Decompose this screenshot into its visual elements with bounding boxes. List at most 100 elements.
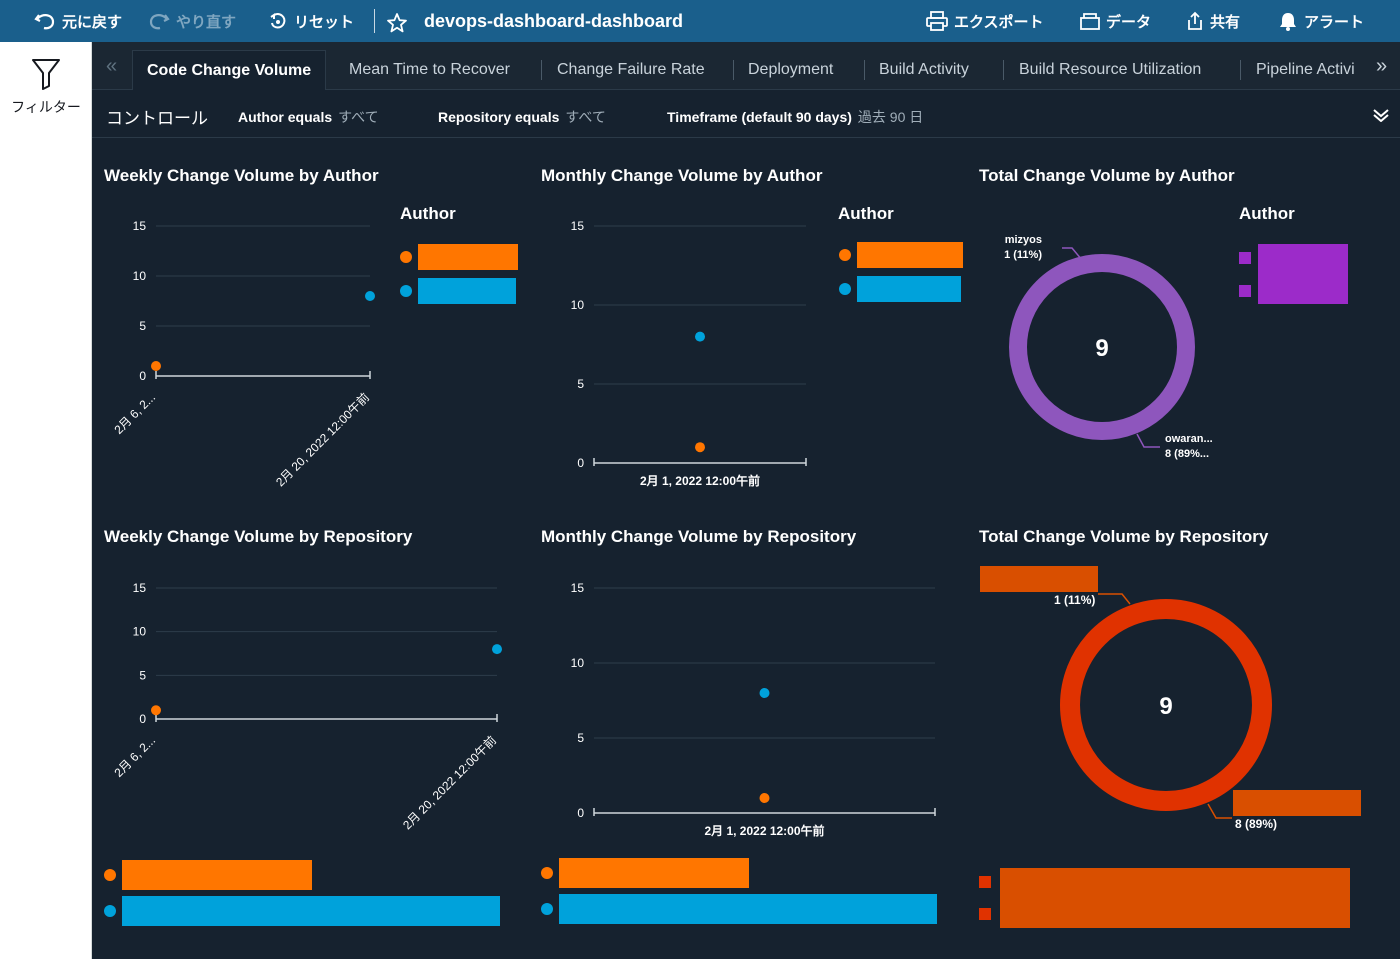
x-tick-label: 2月 6, 2...	[111, 733, 158, 780]
bell-icon	[1280, 13, 1296, 31]
author-filter-control[interactable]: Author equals すべて	[238, 107, 379, 127]
weekly-repo-title: Weekly Change Volume by Repository	[104, 527, 413, 546]
legend-swatch	[857, 276, 961, 302]
author-filter-value: すべて	[338, 109, 379, 125]
y-tick-label: 0	[139, 712, 146, 726]
tab-divider	[864, 60, 865, 80]
legend-marker	[400, 285, 412, 297]
repository-filter-control[interactable]: Repository equals すべて	[438, 107, 606, 127]
legend-label-box	[1233, 790, 1361, 816]
share-button[interactable]: 共有	[1186, 0, 1240, 42]
scroll-strip	[1370, 142, 1400, 938]
legend-marker	[839, 283, 851, 295]
alert-button[interactable]: アラート	[1278, 0, 1364, 42]
sidebar: フィルター	[0, 42, 92, 959]
tab-change-failure-rate[interactable]: Change Failure Rate	[557, 61, 705, 78]
monthly-author-title: Monthly Change Volume by Author	[541, 166, 823, 185]
slice-value-label: 8 (89%...	[1165, 448, 1209, 460]
redo-button[interactable]: やり直す	[148, 0, 236, 42]
legend-swatch	[122, 860, 312, 890]
visuals-grid: Weekly Change Volume by Author Monthly C…	[92, 142, 1370, 938]
dashboard-title: devops-dashboard-dashboard	[424, 11, 684, 31]
charts-canvas: 0 5 10 15 2月 6, 2... 2月 20, 2022 12:00午前 0 5 10 1…	[104, 219, 1361, 928]
y-tick-label: 5	[139, 668, 146, 682]
data-button[interactable]: データ	[1080, 0, 1151, 42]
legend-swatch	[418, 244, 518, 270]
alert-label: アラート	[1304, 13, 1365, 31]
y-tick-label: 10	[571, 298, 585, 312]
legend-swatch	[122, 896, 500, 926]
y-tick-label: 5	[139, 319, 146, 333]
donut-center-label: 9	[1095, 335, 1108, 362]
legend-label-box	[980, 566, 1098, 592]
legend-swatch	[559, 858, 749, 888]
slice-leader-line	[1207, 803, 1232, 819]
tabs-scroll-left-icon[interactable]: «	[106, 55, 118, 77]
undo-button[interactable]: 元に戻す	[34, 0, 122, 42]
controls-collapse-chevron-icon[interactable]	[1372, 108, 1390, 122]
timeframe-filter-label: Timeframe (default 90 days)	[667, 109, 852, 125]
y-tick-label: 10	[133, 269, 147, 283]
reset-button[interactable]: リセット	[268, 0, 354, 42]
slice-label: owaran...	[1165, 433, 1213, 445]
x-tick-label: 2月 1, 2022 12:00午前	[640, 473, 760, 488]
export-label: エクスポート	[954, 13, 1044, 31]
weekly-author-legend-title: Author	[400, 204, 456, 223]
donut-ring	[1060, 599, 1272, 811]
reset-icon	[270, 13, 286, 29]
controls-bar: コントロール Author equals すべて Repository equal…	[92, 90, 1400, 138]
export-button[interactable]: エクスポート	[926, 0, 1044, 42]
y-tick-label: 0	[139, 369, 146, 383]
slice-leader-line	[1136, 433, 1160, 448]
tab-pipeline-activity[interactable]: Pipeline Activi	[1256, 61, 1355, 78]
slice-leader-line	[1062, 247, 1083, 261]
monthly-author-legend-title: Author	[838, 204, 894, 223]
monthly-repo-title: Monthly Change Volume by Repository	[541, 527, 857, 546]
data-point	[759, 793, 770, 803]
tab-build-activity[interactable]: Build Activity	[879, 61, 969, 78]
y-tick-label: 5	[577, 377, 584, 391]
tab-deployment[interactable]: Deployment	[748, 61, 834, 78]
tab-code-change-volume[interactable]: Code Change Volume	[132, 50, 327, 90]
redo-icon	[149, 14, 170, 30]
favorite-star-icon[interactable]	[386, 12, 408, 34]
legend-swatch	[418, 278, 516, 304]
slice-leader-line	[1098, 593, 1131, 605]
total-repo-title: Total Change Volume by Repository	[979, 527, 1269, 546]
timeframe-filter-control[interactable]: Timeframe (default 90 days) 過去 90 日	[667, 107, 923, 127]
legend-swatch	[559, 894, 937, 924]
print-icon	[926, 11, 948, 31]
y-tick-label: 15	[571, 581, 585, 595]
donut-ring	[1009, 254, 1195, 440]
x-tick-label: 2月 6, 2...	[111, 390, 158, 437]
tab-mean-time-to-recover[interactable]: Mean Time to Recover	[349, 61, 510, 78]
undo-icon	[34, 14, 55, 30]
tab-divider	[541, 60, 542, 80]
slice-value-label: 1 (11%)	[1054, 593, 1095, 607]
donut-center-label: 9	[1159, 693, 1172, 720]
legend-swatch	[1000, 868, 1350, 928]
data-folder-icon	[1080, 13, 1100, 30]
tab-divider	[1240, 60, 1241, 80]
tab-build-resource-utilization[interactable]: Build Resource Utilization	[1019, 61, 1202, 78]
slice-label: mizyos	[1005, 234, 1042, 246]
filter-button[interactable]: フィルター	[0, 58, 92, 117]
tabs-scroll-right-icon[interactable]: »	[1376, 55, 1388, 77]
undo-label: 元に戻す	[62, 13, 123, 31]
x-tick-label: 2月 20, 2022 12:00午前	[399, 733, 499, 833]
legend-marker	[541, 903, 553, 915]
x-tick-label: 2月 20, 2022 12:00午前	[272, 390, 372, 490]
legend-marker	[1239, 285, 1251, 297]
author-filter-label: Author equals	[238, 109, 333, 125]
sheet-tabs: « Code Change Volume Mean Time to Recove…	[92, 42, 1400, 90]
y-tick-label: 15	[133, 581, 147, 595]
legend-marker	[104, 869, 116, 881]
legend-marker	[1239, 252, 1251, 264]
legend-swatch	[857, 242, 963, 268]
filter-funnel-icon	[32, 59, 60, 90]
toolbar-divider	[374, 9, 375, 33]
x-tick-label: 2月 1, 2022 12:00午前	[704, 823, 824, 838]
y-tick-label: 15	[133, 219, 147, 233]
y-tick-label: 0	[577, 456, 584, 470]
data-point	[759, 688, 770, 698]
